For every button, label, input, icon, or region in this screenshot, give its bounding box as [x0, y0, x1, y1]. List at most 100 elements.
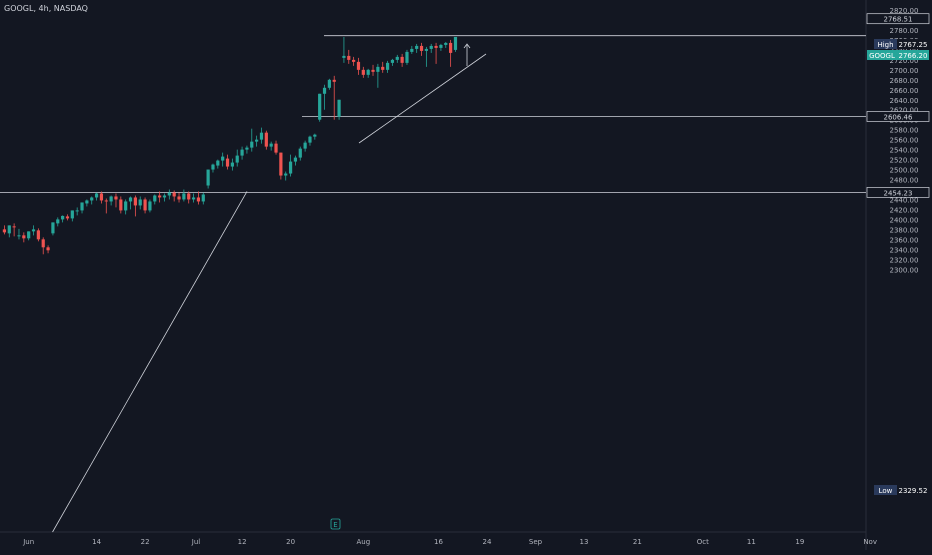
- candle-body[interactable]: [27, 231, 31, 239]
- candle-body[interactable]: [390, 59, 395, 63]
- trendline-lower[interactable]: [52, 191, 248, 533]
- candle-body[interactable]: [308, 136, 312, 143]
- candle-body[interactable]: [2, 229, 7, 233]
- candle-body[interactable]: [245, 147, 249, 150]
- candle-body[interactable]: [138, 199, 142, 206]
- trendline-upper[interactable]: [358, 53, 487, 144]
- candle-body[interactable]: [279, 152, 283, 176]
- candle-body[interactable]: [332, 79, 336, 82]
- candle-body[interactable]: [366, 69, 370, 75]
- candle-body[interactable]: [196, 197, 201, 202]
- candle-body[interactable]: [225, 158, 230, 167]
- candle-body[interactable]: [269, 143, 273, 147]
- candle-body[interactable]: [104, 200, 108, 202]
- candle-body[interactable]: [288, 161, 293, 174]
- candle-body[interactable]: [449, 42, 453, 53]
- candle-body[interactable]: [177, 196, 181, 200]
- candle-body[interactable]: [381, 66, 385, 70]
- candle-body[interactable]: [17, 235, 21, 237]
- candle-body[interactable]: [221, 156, 225, 161]
- candle-body[interactable]: [410, 48, 414, 52]
- candle-body[interactable]: [7, 225, 11, 234]
- candle-body[interactable]: [352, 59, 356, 62]
- time-tick-label: 13: [580, 538, 589, 546]
- candle-body[interactable]: [347, 55, 351, 60]
- candle-body[interactable]: [148, 201, 152, 211]
- candle-body[interactable]: [31, 229, 36, 232]
- candle-body[interactable]: [12, 226, 16, 228]
- candle-body[interactable]: [133, 197, 137, 206]
- candle-body[interactable]: [444, 42, 448, 45]
- candle-body[interactable]: [119, 199, 123, 211]
- candle-body[interactable]: [124, 201, 128, 211]
- candle-body[interactable]: [114, 196, 118, 200]
- candle-body[interactable]: [162, 195, 167, 198]
- candle-body[interactable]: [361, 69, 365, 75]
- candle-body[interactable]: [70, 210, 74, 219]
- candle-body[interactable]: [240, 149, 244, 156]
- candle-body[interactable]: [36, 230, 40, 240]
- candle-body[interactable]: [182, 193, 186, 200]
- candle-body[interactable]: [201, 194, 205, 202]
- candle-body[interactable]: [85, 200, 89, 204]
- candle-body[interactable]: [259, 132, 264, 140]
- candle-body[interactable]: [342, 55, 346, 58]
- candle-body[interactable]: [46, 247, 50, 251]
- candle-body[interactable]: [65, 216, 70, 219]
- candle-body[interactable]: [158, 195, 162, 198]
- candle-body[interactable]: [322, 87, 327, 94]
- candle-body[interactable]: [376, 66, 380, 72]
- candle-body[interactable]: [415, 45, 419, 49]
- candle-body[interactable]: [22, 235, 26, 239]
- candle-body[interactable]: [400, 56, 404, 63]
- candle-body[interactable]: [434, 45, 438, 48]
- candle-body[interactable]: [293, 157, 298, 162]
- candle-body[interactable]: [167, 192, 171, 196]
- candle-body[interactable]: [395, 56, 399, 60]
- candle-body[interactable]: [172, 192, 176, 197]
- candle-body[interactable]: [90, 197, 94, 201]
- candle-body[interactable]: [61, 215, 65, 220]
- candle-body[interactable]: [255, 139, 259, 142]
- candle-body[interactable]: [230, 162, 234, 167]
- candle-body[interactable]: [187, 193, 191, 200]
- candle-body[interactable]: [94, 193, 99, 198]
- candle-body[interactable]: [439, 44, 443, 48]
- candle-body[interactable]: [211, 164, 215, 170]
- candle-body[interactable]: [41, 239, 45, 248]
- candle-body[interactable]: [371, 69, 375, 72]
- candle-body[interactable]: [80, 202, 84, 211]
- candle-body[interactable]: [405, 51, 409, 63]
- candle-body[interactable]: [99, 193, 104, 201]
- candle-body[interactable]: [318, 93, 322, 120]
- candle-body[interactable]: [298, 148, 302, 158]
- candle-body[interactable]: [356, 61, 361, 70]
- candle-body[interactable]: [264, 132, 268, 147]
- candle-body[interactable]: [429, 45, 433, 49]
- candle-body[interactable]: [453, 36, 458, 50]
- candle-body[interactable]: [191, 197, 196, 200]
- candle-body[interactable]: [75, 210, 79, 212]
- candle-body[interactable]: [153, 195, 157, 202]
- candle-body[interactable]: [284, 173, 288, 176]
- candle-body[interactable]: [303, 142, 307, 149]
- candle-body[interactable]: [51, 222, 55, 234]
- candle-body[interactable]: [250, 141, 254, 148]
- candle-body[interactable]: [128, 197, 133, 202]
- candle-body[interactable]: [56, 219, 60, 224]
- candle-body[interactable]: [235, 155, 239, 163]
- candle-body[interactable]: [109, 196, 113, 202]
- candle-body[interactable]: [274, 143, 278, 153]
- candle-body[interactable]: [313, 134, 317, 137]
- candle-body[interactable]: [385, 62, 390, 70]
- candle-body[interactable]: [216, 160, 220, 166]
- candle-body[interactable]: [206, 169, 210, 186]
- candle-body[interactable]: [337, 99, 341, 117]
- candle-body[interactable]: [143, 199, 147, 211]
- candle-body[interactable]: [419, 45, 424, 51]
- candle-body[interactable]: [327, 79, 331, 88]
- earnings-event-marker[interactable]: [330, 518, 341, 530]
- candle-body[interactable]: [424, 48, 428, 51]
